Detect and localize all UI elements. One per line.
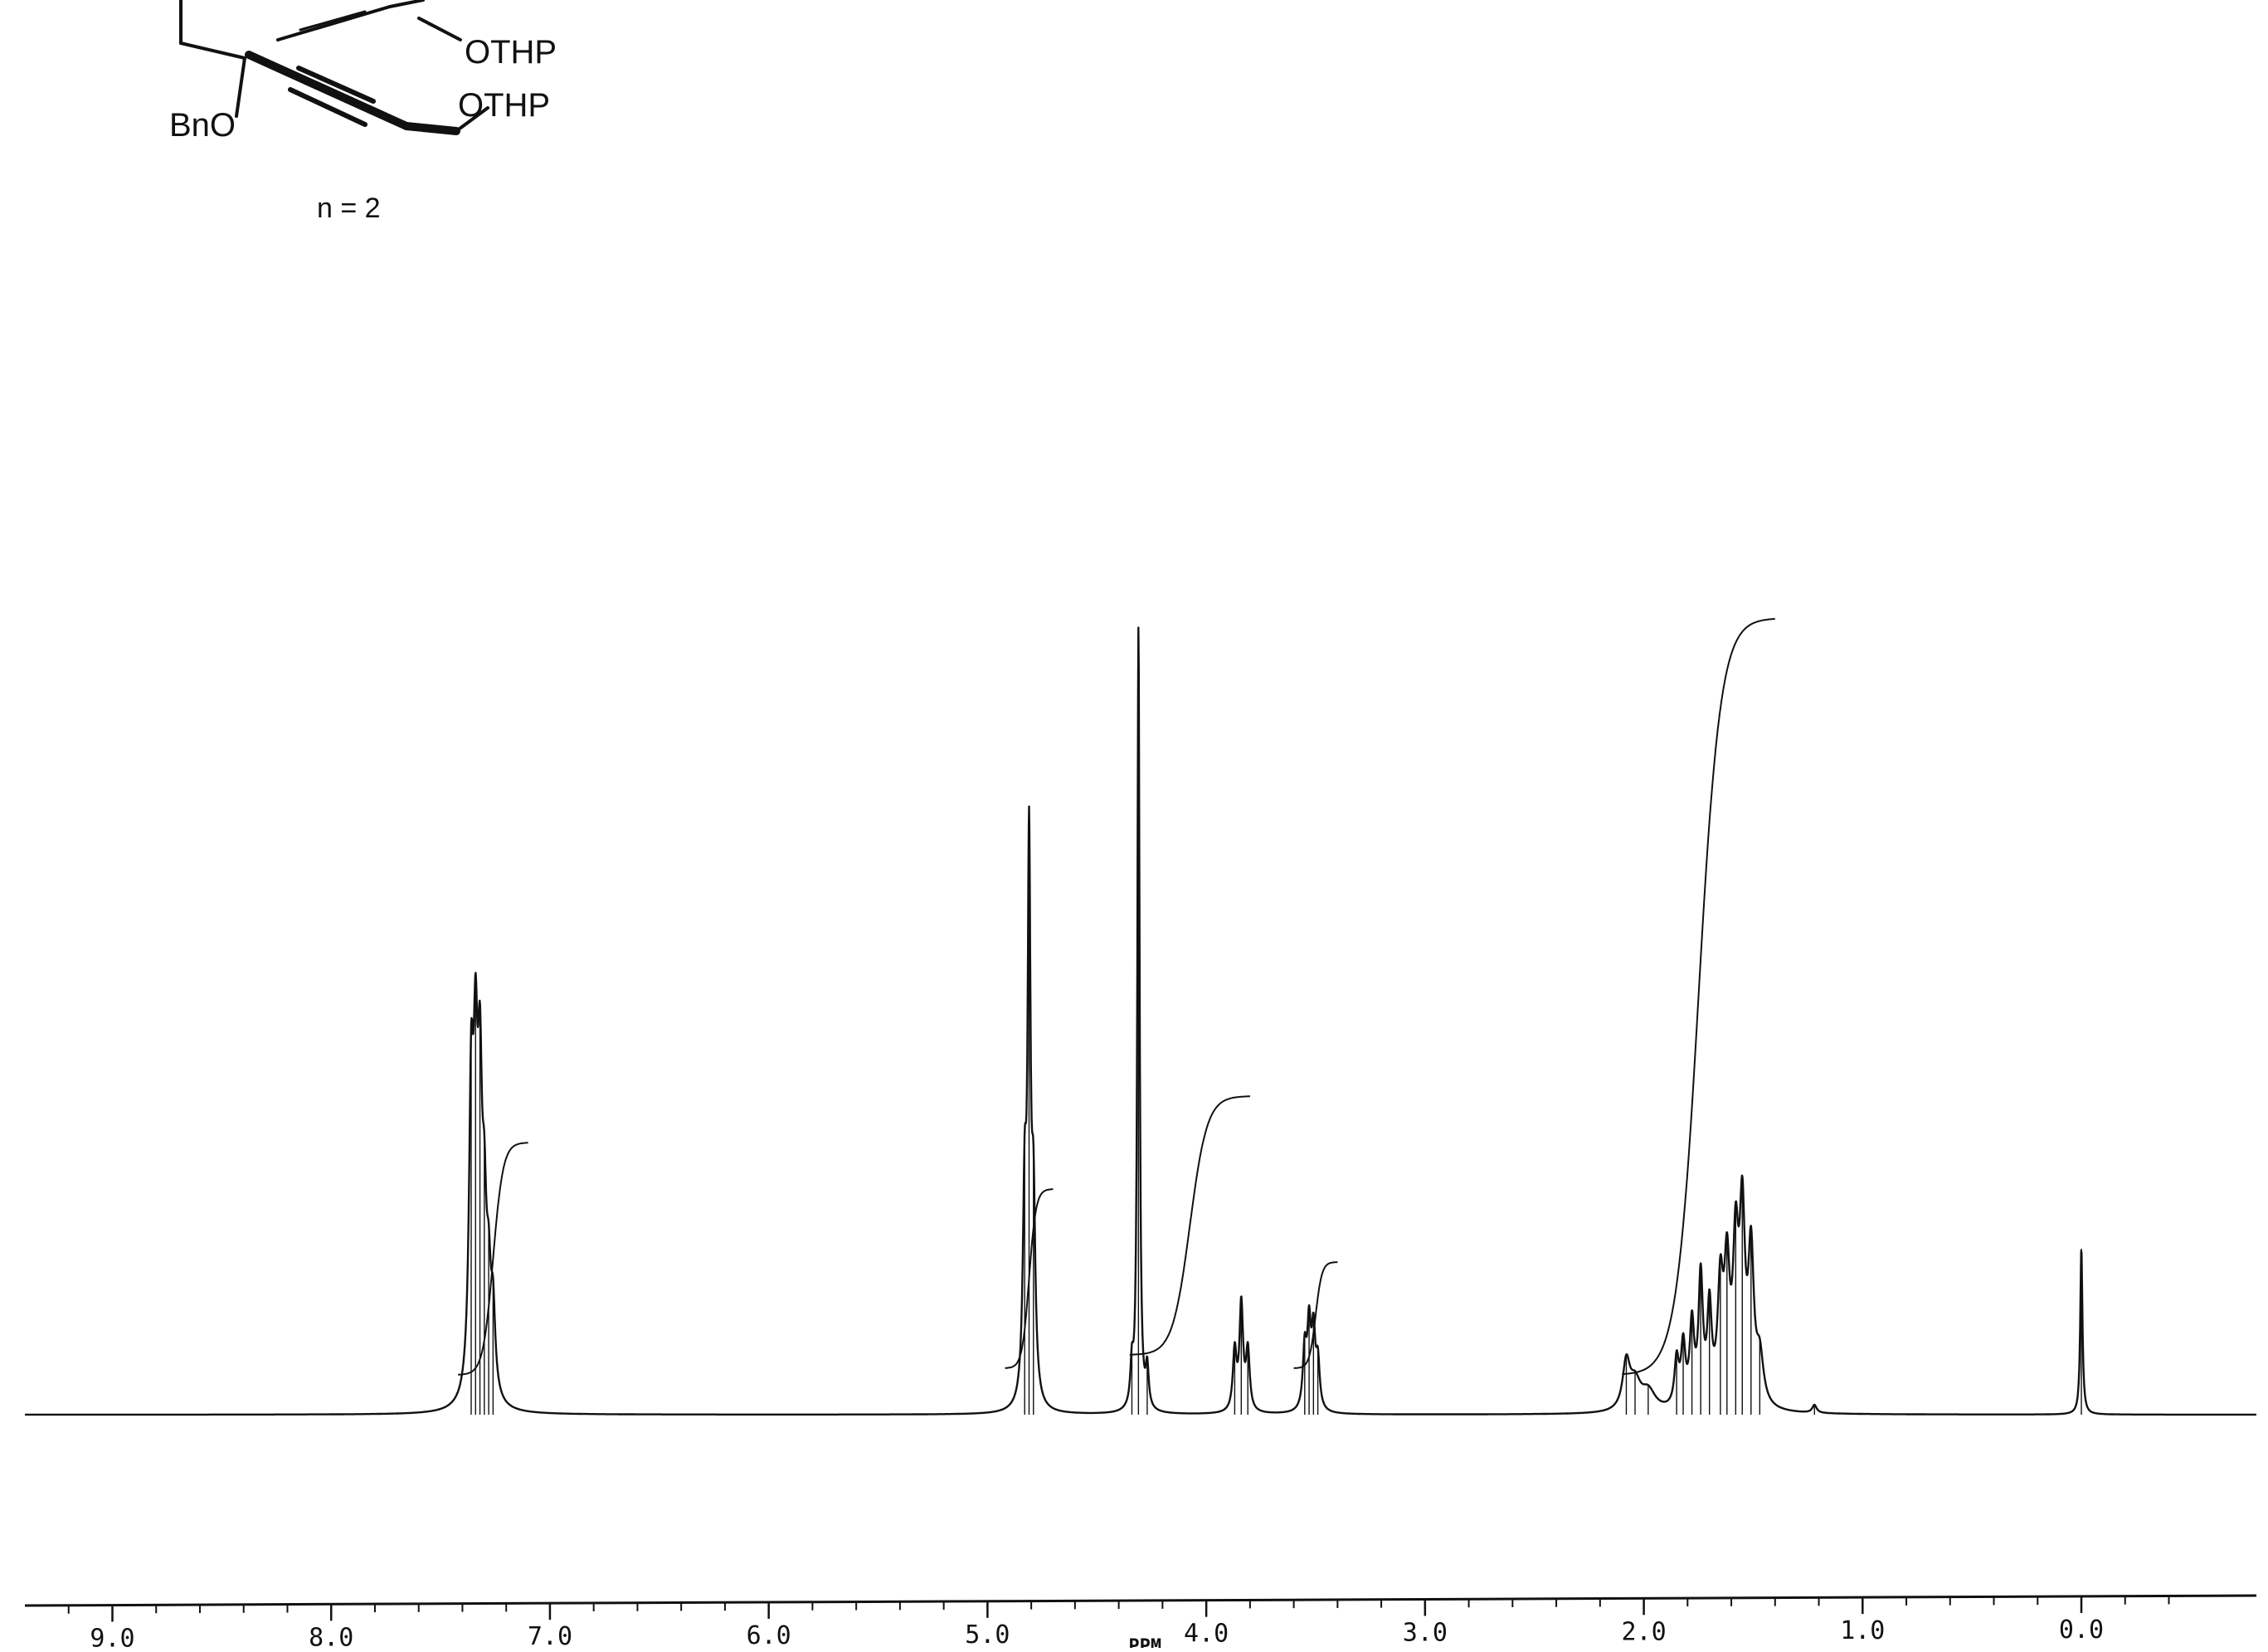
structure-note: n = 2 (317, 192, 381, 224)
structure-triple-bond (288, 87, 367, 127)
structure-triple-bond (245, 51, 411, 130)
structure-triple-bond (296, 66, 376, 104)
integral-curve-0 (458, 1142, 528, 1376)
integral-curve-2 (1129, 1095, 1250, 1356)
structure-label-othp-upper: OTHP (465, 34, 557, 71)
structure-label-othp-lower: OTHP (458, 87, 550, 124)
x-tick-label: 6.0 (747, 1621, 791, 1648)
x-tick-label: 7.0 (528, 1622, 572, 1648)
structure-bond (455, 106, 489, 133)
x-tick-label: 2.0 (1621, 1617, 1666, 1646)
molecular-structure (179, 0, 489, 135)
x-axis-line (24, 1594, 2257, 1607)
integral-curve-3 (1293, 1261, 1338, 1369)
x-tick-label: 0.0 (2059, 1615, 2104, 1645)
structure-bond (235, 56, 246, 118)
structure-bond (388, 0, 425, 8)
spectrum-trace (24, 626, 2257, 1416)
x-tick-label: 9.0 (90, 1625, 134, 1648)
x-tick-label: 8.0 (309, 1623, 353, 1648)
integral-curve-4 (1622, 617, 1775, 1376)
x-tick-label: 4.0 (1184, 1620, 1229, 1648)
structure-bond (276, 5, 392, 41)
structure-bond (402, 122, 460, 135)
structure-bond (417, 17, 462, 41)
x-tick-label: 5.0 (965, 1620, 1010, 1648)
structure-bond (299, 10, 367, 32)
structure-bond (179, 41, 246, 60)
x-tick-label: 1.0 (1840, 1616, 1885, 1645)
x-tick-label: 3.0 (1403, 1618, 1448, 1647)
x-axis-label: PPM (1128, 1636, 1161, 1648)
structure-label-bno: BnO (169, 107, 236, 144)
integral-curve-1 (1005, 1188, 1054, 1369)
